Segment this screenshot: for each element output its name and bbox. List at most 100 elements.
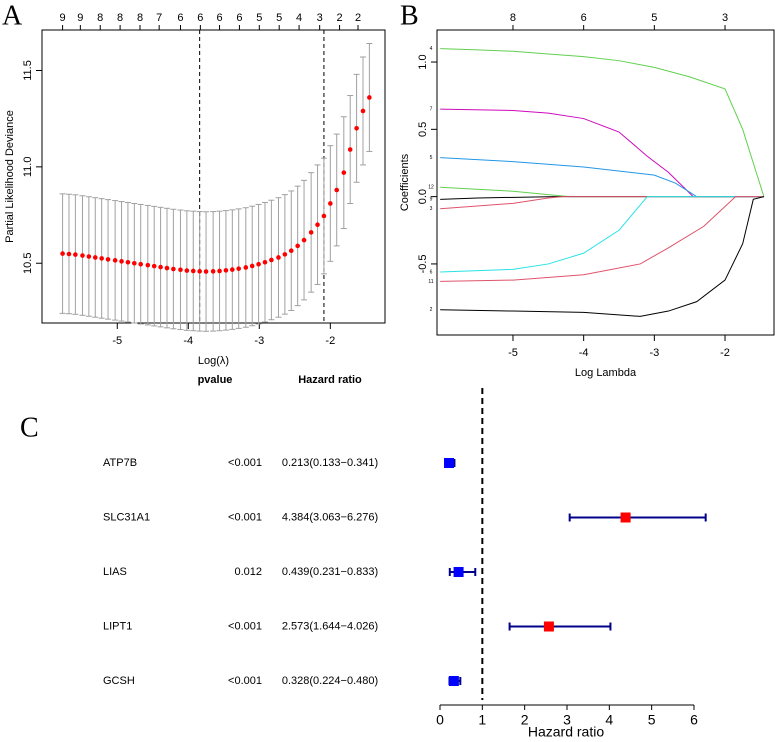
y-tick-label: 11.0 bbox=[22, 157, 34, 178]
plot-box bbox=[436, 29, 775, 336]
point bbox=[341, 170, 347, 175]
point bbox=[105, 257, 111, 262]
series-label: 2 bbox=[430, 307, 433, 313]
x-axis-title: Log Lambda bbox=[575, 367, 637, 379]
y-tick-label: 11.5 bbox=[22, 60, 34, 81]
x-axis-title: Log(λ) bbox=[198, 355, 229, 367]
top-label: 3 bbox=[317, 12, 323, 24]
x-tick-label: -2 bbox=[325, 335, 335, 347]
x-tick-label: 1 bbox=[478, 712, 486, 728]
series-label: 5 bbox=[430, 155, 433, 161]
p-value: <0.001 bbox=[228, 620, 262, 632]
coefficient-path bbox=[440, 196, 764, 282]
top-label: 5 bbox=[276, 12, 282, 24]
point bbox=[164, 265, 170, 271]
x-tick-label: -3 bbox=[254, 335, 264, 347]
point bbox=[73, 252, 78, 257]
series-label: 6 bbox=[430, 269, 433, 275]
point bbox=[321, 213, 327, 219]
top-label: 9 bbox=[60, 12, 66, 24]
y-tick-label: -0.5 bbox=[417, 254, 429, 273]
point bbox=[230, 267, 235, 272]
x-tick-label: -4 bbox=[183, 335, 193, 347]
point bbox=[243, 265, 249, 270]
x-tick-label: 5 bbox=[648, 712, 656, 728]
column-header: Hazard ratio bbox=[298, 374, 362, 386]
x-tick-label: 3 bbox=[563, 712, 571, 728]
point bbox=[132, 260, 137, 266]
coefficient-path bbox=[440, 186, 764, 198]
point bbox=[184, 268, 190, 273]
x-tick-label: 0 bbox=[436, 712, 444, 728]
point bbox=[262, 259, 268, 265]
hr-label: 4.384(3.063−6.276) bbox=[282, 511, 378, 523]
top-label: 6 bbox=[236, 12, 242, 24]
hr-point bbox=[448, 676, 459, 686]
coefficient-path bbox=[440, 196, 764, 210]
x-axis-title: Hazard ratio bbox=[528, 724, 604, 740]
coefficient-path bbox=[440, 48, 765, 197]
point bbox=[282, 252, 288, 257]
point bbox=[80, 253, 85, 258]
p-value: <0.001 bbox=[228, 457, 262, 469]
coefficient-path bbox=[440, 196, 764, 273]
row-label: GCSH bbox=[103, 675, 135, 687]
hr-point bbox=[444, 458, 455, 468]
point bbox=[190, 268, 196, 274]
top-label: 6 bbox=[177, 12, 183, 24]
point bbox=[315, 222, 320, 227]
series-label: 3 bbox=[430, 206, 433, 212]
point bbox=[99, 256, 104, 261]
x-tick-label: -3 bbox=[649, 347, 659, 359]
point bbox=[178, 267, 183, 273]
y-axis-title: Partial Likelihood Deviance bbox=[4, 110, 16, 243]
y-tick-label: 10.5 bbox=[22, 253, 34, 274]
x-tick-label: -5 bbox=[112, 335, 122, 347]
series-label: 4 bbox=[430, 46, 433, 52]
point bbox=[223, 268, 229, 273]
top-label: 8 bbox=[137, 12, 143, 24]
top-label: 6 bbox=[197, 12, 203, 24]
panel-label: C bbox=[20, 412, 39, 443]
top-label: 5 bbox=[651, 12, 657, 24]
point bbox=[236, 266, 242, 271]
hr-point bbox=[453, 567, 464, 577]
point bbox=[295, 243, 300, 249]
hr-label: 0.439(0.231−0.833) bbox=[282, 566, 378, 578]
point bbox=[158, 264, 163, 270]
coefficient-path bbox=[440, 196, 765, 317]
point bbox=[249, 263, 255, 269]
point bbox=[288, 248, 294, 254]
series-label: 7 bbox=[430, 106, 433, 112]
x-tick-label: -4 bbox=[579, 347, 589, 359]
top-label: 8 bbox=[510, 12, 516, 24]
p-value: <0.001 bbox=[228, 675, 262, 687]
x-tick-label: -2 bbox=[720, 347, 730, 359]
top-label: 6 bbox=[581, 12, 587, 24]
top-label: 6 bbox=[216, 12, 222, 24]
top-label: 5 bbox=[256, 12, 262, 24]
column-header: pvalue bbox=[198, 374, 233, 386]
coefficient-path bbox=[440, 108, 764, 198]
row-label: ATP7B bbox=[103, 457, 137, 469]
point bbox=[354, 126, 359, 131]
hr-label: 0.328(0.224−0.480) bbox=[282, 675, 378, 687]
point bbox=[151, 263, 157, 269]
top-label: 3 bbox=[722, 12, 728, 24]
x-tick-label: -5 bbox=[508, 347, 518, 359]
top-label: 2 bbox=[355, 12, 361, 24]
point bbox=[301, 237, 307, 243]
point bbox=[276, 255, 281, 260]
point bbox=[138, 261, 144, 267]
y-tick-label: 0.5 bbox=[417, 122, 429, 137]
point bbox=[269, 257, 274, 263]
p-value: 0.012 bbox=[234, 566, 262, 578]
point bbox=[92, 255, 98, 260]
point bbox=[66, 251, 72, 257]
row-label: LIPT1 bbox=[103, 620, 132, 632]
point bbox=[217, 268, 222, 274]
series-label: 11 bbox=[428, 279, 433, 285]
coefficient-path bbox=[440, 157, 764, 198]
point bbox=[256, 261, 261, 267]
